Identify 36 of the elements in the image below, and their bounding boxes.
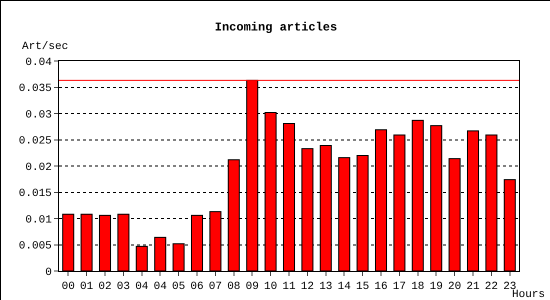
x-tick-label: 01 <box>80 281 94 294</box>
x-tick-label: 13 <box>319 281 332 294</box>
y-tick-label: 0.025 <box>18 136 52 148</box>
x-tick-label: 04 <box>154 281 168 294</box>
x-tick-label: 07 <box>208 281 222 294</box>
y-tick-label: 0.02 <box>25 162 52 174</box>
x-tick-label: 16 <box>374 281 388 294</box>
y-tick-label: 0.04 <box>25 56 52 69</box>
y-tick-label: 0.015 <box>18 188 52 200</box>
y-tick-label: 0.035 <box>18 83 52 96</box>
x-tick-label: 19 <box>430 281 443 294</box>
x-tick-label: 17 <box>392 281 406 294</box>
x-tick-label: 21 <box>466 281 480 294</box>
chart-title: Incoming articles <box>214 20 338 34</box>
y-axis-title: Art/sec <box>22 41 68 53</box>
x-tick-label: 08 <box>227 281 240 294</box>
x-tick-label: 06 <box>190 281 204 294</box>
x-tick-label: 18 <box>411 281 424 294</box>
x-tick-label: 05 <box>172 281 186 294</box>
y-tick-label: 0.005 <box>18 240 52 253</box>
y-tick-label: 0 <box>45 266 52 279</box>
x-tick-label: 14 <box>338 281 352 294</box>
x-axis-title: Hours <box>512 289 546 300</box>
x-tick-label: 09 <box>246 281 259 294</box>
y-tick-label: 0.03 <box>25 109 52 122</box>
x-tick-label: 22 <box>484 281 498 294</box>
x-tick-label: 03 <box>116 281 130 294</box>
x-tick-label: 00 <box>62 281 75 294</box>
x-tick-label: 10 <box>264 281 278 294</box>
x-tick-label: 04 <box>135 281 149 294</box>
x-tick-label: 15 <box>356 281 370 294</box>
x-tick-label: 20 <box>448 281 462 294</box>
x-tick-label: 11 <box>282 281 296 294</box>
x-tick-label: 12 <box>300 281 314 294</box>
y-tick-label: 0.01 <box>25 214 52 226</box>
x-tick-label: 02 <box>98 281 112 294</box>
